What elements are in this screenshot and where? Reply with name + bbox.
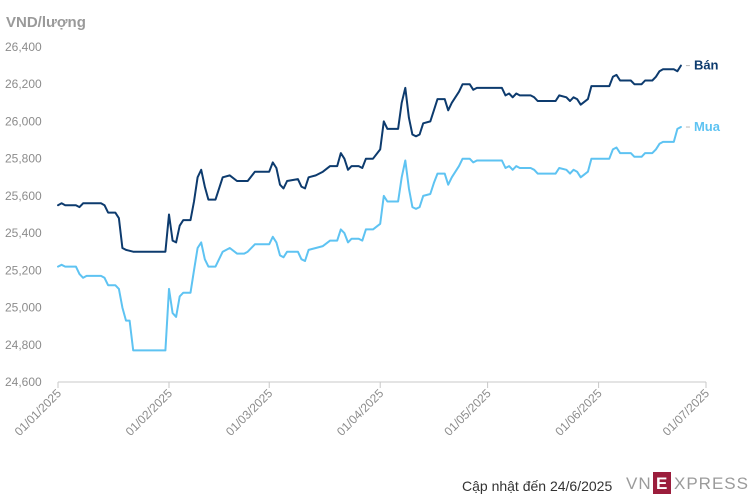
y-tick-label: 25,600 — [5, 189, 42, 203]
x-tick-label: 01/04/2025 — [334, 386, 387, 439]
series-label-ban: Bán — [694, 58, 719, 73]
logo-vn: VN — [626, 474, 652, 493]
logo-e: E — [656, 474, 668, 493]
x-tick-label: 01/03/2025 — [223, 386, 276, 439]
x-tick-label: 01/07/2025 — [660, 386, 713, 439]
y-tick-label: 24,600 — [5, 375, 42, 389]
y-tick-label: 26,200 — [5, 77, 42, 91]
logo-e-box — [653, 472, 671, 494]
x-tick-label: 01/02/2025 — [123, 386, 176, 439]
y-tick-label: 25,200 — [5, 263, 42, 277]
x-tick-label: 01/01/2025 — [12, 386, 65, 439]
series-labels: Bán Mua — [685, 58, 721, 134]
y-tick-label: 25,800 — [5, 152, 42, 166]
y-tick-label: 24,800 — [5, 338, 42, 352]
series-label-mua: Mua — [694, 119, 721, 134]
y-tick-label: 26,000 — [5, 114, 42, 128]
x-tick-label: 01/05/2025 — [441, 386, 494, 439]
y-tick-label: 26,400 — [5, 40, 42, 54]
price-chart: VND/lượng 26,400 26,200 26,000 25,800 25,600… — [5, 14, 721, 439]
series-line-mua — [57, 126, 682, 352]
y-tick-label: 25,400 — [5, 226, 42, 240]
x-axis: 01/01/2025 01/02/2025 01/03/2025 01/04/2025… — [12, 381, 713, 439]
vnexpress-logo: VN E XPRESS — [626, 471, 750, 497]
update-note: Cập nhật đến 24/6/2025 — [462, 478, 613, 494]
y-tick-label: 25,000 — [5, 301, 42, 315]
y-axis-unit-label: VND/lượng — [6, 14, 86, 31]
x-tick-label: 01/06/2025 — [552, 386, 605, 439]
logo-xpress: XPRESS — [674, 474, 749, 493]
series-lines — [57, 64, 682, 352]
series-line-ban — [57, 64, 682, 253]
y-axis-ticks: 26,400 26,200 26,000 25,800 25,600 25,400 25,2… — [5, 40, 42, 389]
